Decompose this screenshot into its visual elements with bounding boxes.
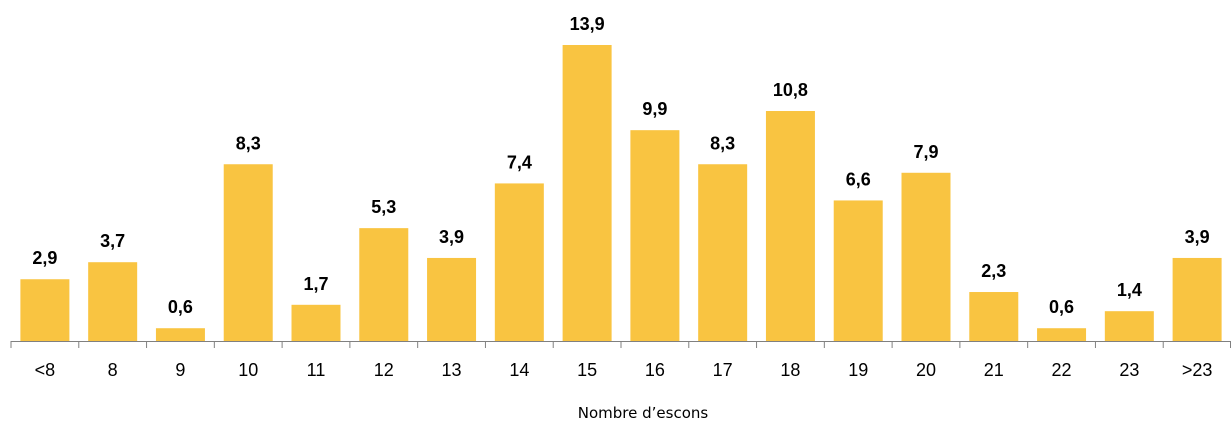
bar-value-label-9: 9,9 [642, 99, 667, 119]
x-tick-label-5: 12 [374, 360, 394, 380]
x-axis-title: Nombre d’escons [578, 404, 709, 422]
bar-value-label-2: 0,6 [168, 297, 193, 317]
bar-value-label-1: 3,7 [100, 231, 125, 251]
x-tick-label-6: 13 [442, 360, 462, 380]
x-tick-label-12: 19 [848, 360, 868, 380]
bars-layer [20, 45, 1222, 341]
x-tick-label-13: 20 [916, 360, 936, 380]
x-tick-label-9: 16 [645, 360, 665, 380]
bar-3 [223, 164, 273, 341]
bar-value-label-3: 8,3 [236, 133, 261, 153]
x-tick-label-8: 15 [577, 360, 597, 380]
bar-7 [494, 183, 544, 341]
bar-value-label-17: 3,9 [1185, 227, 1210, 247]
x-tick-label-17: >23 [1182, 360, 1213, 380]
x-axis [10, 341, 1231, 348]
bar-8 [562, 45, 612, 341]
bar-10 [698, 164, 748, 341]
bar-14 [969, 292, 1019, 341]
bar-9 [630, 130, 680, 341]
bar-1 [88, 262, 138, 341]
bar-value-label-4: 1,7 [303, 274, 328, 294]
bar-12 [833, 200, 883, 341]
bar-5 [359, 228, 409, 341]
value-labels-layer: 2,9 3,7 0,6 8,3 1,7 5,3 3,9 7,4 13,9 9,9 8,3 10,8 6,… [32, 14, 1209, 317]
bar-11 [765, 111, 815, 341]
bar-value-label-11: 10,8 [773, 80, 808, 100]
bar-value-label-7: 7,4 [507, 152, 532, 172]
x-tick-label-0: <8 [35, 360, 56, 380]
x-tick-label-7: 14 [509, 360, 529, 380]
bar-value-label-8: 13,9 [570, 14, 605, 34]
bar-value-label-13: 7,9 [913, 142, 938, 162]
bar-value-label-10: 8,3 [710, 133, 735, 153]
x-tick-label-15: 22 [1052, 360, 1072, 380]
bar-4 [291, 304, 341, 341]
x-tick-labels: <8 8 9 10 11 12 13 14 15 16 17 18 19 20 21 22 23 >23 [35, 360, 1213, 380]
x-tick-label-1: 8 [108, 360, 118, 380]
x-tick-label-10: 17 [713, 360, 733, 380]
bar-17 [1172, 257, 1222, 341]
bar-13 [901, 172, 951, 341]
bar-value-label-6: 3,9 [439, 227, 464, 247]
bar-16 [1104, 311, 1154, 341]
bar-15 [1037, 328, 1087, 341]
bar-value-label-0: 2,9 [32, 248, 57, 268]
bar-value-label-12: 6,6 [846, 169, 871, 189]
bar-value-label-14: 2,3 [981, 261, 1006, 281]
bar-2 [155, 328, 205, 341]
bar-value-label-15: 0,6 [1049, 297, 1074, 317]
bar-0 [20, 279, 70, 341]
x-tick-label-3: 10 [238, 360, 258, 380]
x-tick-label-4: 11 [307, 360, 326, 380]
bar-value-label-5: 5,3 [371, 197, 396, 217]
bar-6 [427, 257, 477, 341]
x-tick-label-2: 9 [175, 360, 185, 380]
x-tick-label-11: 18 [780, 360, 800, 380]
x-tick-label-14: 21 [984, 360, 1004, 380]
x-tick-label-16: 23 [1119, 360, 1139, 380]
bar-value-label-16: 1,4 [1117, 280, 1142, 300]
